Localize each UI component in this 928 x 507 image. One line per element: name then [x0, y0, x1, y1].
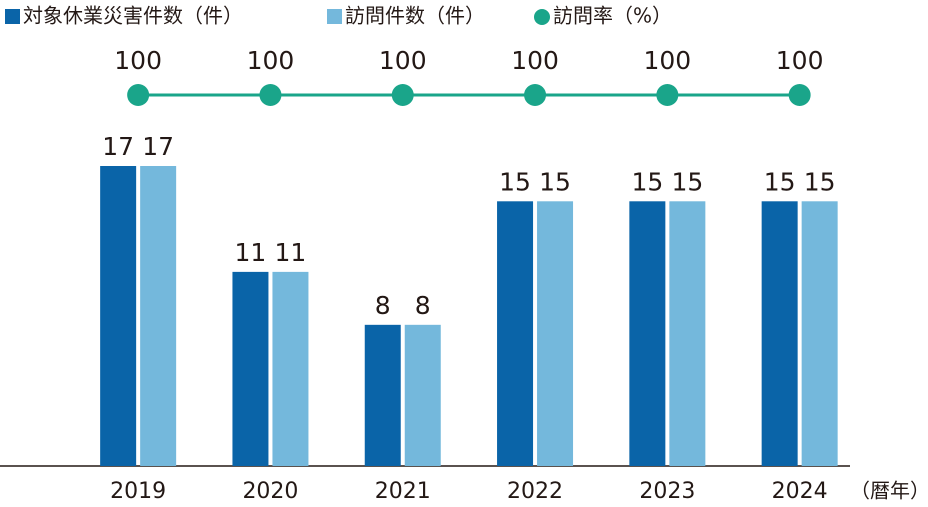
line-point: [127, 84, 150, 106]
legend-label: 訪問件数（件）: [345, 4, 485, 28]
line-value-label: 100: [511, 46, 559, 75]
bar: [272, 271, 309, 466]
bar-value-label: 8: [375, 291, 391, 320]
bar: [669, 201, 706, 466]
bar: [232, 271, 269, 466]
legend-label: 訪問率（%）: [553, 4, 672, 28]
bar-value-label: 17: [142, 132, 174, 161]
bar-value-label: 15: [631, 167, 663, 196]
bar: [404, 324, 441, 466]
bar: [537, 201, 574, 466]
bar-value-label: 15: [671, 167, 703, 196]
legend-marker: [534, 9, 550, 25]
bar-value-label: 11: [235, 238, 267, 267]
x-tick-label: 2022: [507, 479, 563, 504]
bar-value-label: 17: [102, 132, 134, 161]
bar-value-label: 15: [539, 167, 571, 196]
legend-marker: [327, 9, 342, 24]
line-value-label: 100: [776, 46, 824, 75]
x-tick-label: 2021: [375, 479, 431, 504]
line-value-label: 100: [643, 46, 691, 75]
line-point: [391, 84, 414, 106]
line-point: [788, 84, 811, 106]
bar-value-label: 15: [499, 167, 531, 196]
bar: [761, 201, 798, 466]
line-value-label: 100: [114, 46, 162, 75]
bar: [140, 166, 177, 466]
line-value-label: 100: [247, 46, 295, 75]
x-axis-label: （暦年）: [850, 479, 928, 503]
line-point: [656, 84, 679, 106]
bar: [629, 201, 666, 466]
legend-marker: [5, 9, 20, 24]
x-tick-label: 2024: [772, 479, 828, 504]
line-value-label: 100: [379, 46, 427, 75]
bar-value-label: 15: [764, 167, 796, 196]
bar-value-label: 8: [415, 291, 431, 320]
x-tick-label: 2019: [110, 479, 166, 504]
bar: [497, 201, 534, 466]
legend-label: 対象休業災害件数（件）: [23, 4, 243, 28]
bar: [100, 166, 137, 466]
line-point: [259, 84, 282, 106]
bar-value-label: 15: [804, 167, 836, 196]
bar-value-label: 11: [275, 238, 307, 267]
bar: [801, 201, 838, 466]
x-tick-label: 2023: [639, 479, 695, 504]
line-point: [524, 84, 547, 106]
bar: [364, 324, 401, 466]
x-tick-label: 2020: [242, 479, 298, 504]
